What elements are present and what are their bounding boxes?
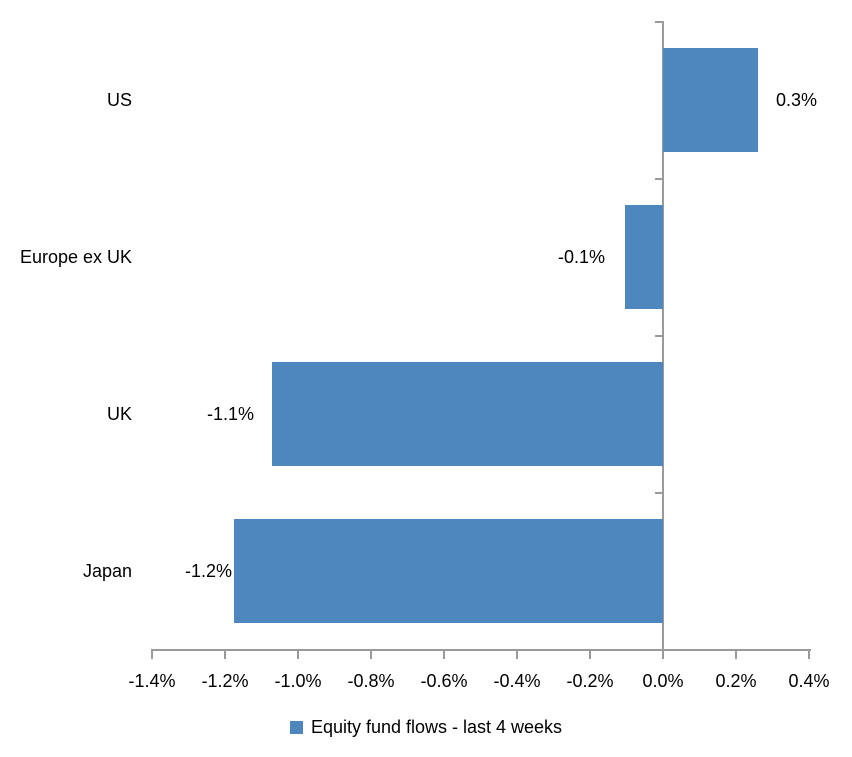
x-axis-tick <box>589 649 591 659</box>
x-axis-line <box>152 649 811 651</box>
x-axis-tick <box>224 649 226 659</box>
zero-axis-tick <box>655 21 662 23</box>
x-tick-label: -0.4% <box>493 671 541 691</box>
bar-europe-ex-uk <box>625 205 663 309</box>
category-label-japan: Japan <box>82 561 132 581</box>
bar-us <box>663 48 758 152</box>
value-label-europe-ex-uk: -0.1% <box>557 247 605 267</box>
zero-axis-tick <box>655 335 662 337</box>
zero-axis-line <box>662 21 664 649</box>
legend: Equity fund flows - last 4 weeks <box>0 714 852 740</box>
zero-axis-tick <box>655 178 662 180</box>
value-label-uk: -1.1% <box>206 404 254 424</box>
zero-axis-tick <box>655 492 662 494</box>
x-tick-label: 0.0% <box>642 671 684 691</box>
x-tick-label: -0.2% <box>566 671 614 691</box>
bar-japan <box>234 519 663 623</box>
category-label-europe-ex-uk: Europe ex UK <box>19 247 132 267</box>
x-tick-label: -0.6% <box>420 671 468 691</box>
x-axis-tick <box>662 649 664 659</box>
x-tick-label: -1.0% <box>274 671 322 691</box>
x-axis-tick <box>297 649 299 659</box>
x-axis-tick <box>735 649 737 659</box>
x-axis-tick <box>808 649 810 659</box>
x-axis-tick <box>151 649 153 659</box>
x-tick-label: -0.8% <box>347 671 395 691</box>
value-label-us: 0.3% <box>776 90 818 110</box>
legend-label: Equity fund flows - last 4 weeks <box>310 717 563 737</box>
x-axis-tick <box>370 649 372 659</box>
x-tick-label: 0.2% <box>715 671 757 691</box>
x-tick-label: -1.4% <box>128 671 176 691</box>
category-label-us: US <box>106 90 132 110</box>
legend-marker-square <box>289 720 303 734</box>
x-axis-tick <box>516 649 518 659</box>
value-label-japan: -1.2% <box>184 561 232 581</box>
bar-uk <box>272 362 663 466</box>
x-tick-label: 0.4% <box>788 671 830 691</box>
x-tick-label: -1.2% <box>201 671 249 691</box>
category-label-uk: UK <box>106 404 132 424</box>
x-axis-tick <box>443 649 445 659</box>
